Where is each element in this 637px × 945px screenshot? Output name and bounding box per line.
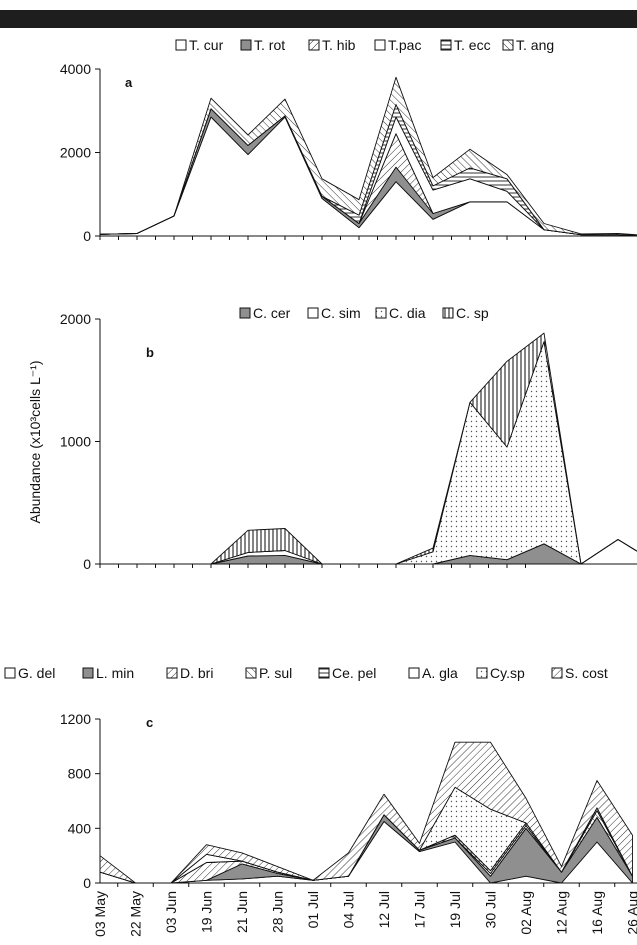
legend-swatch-t-rot — [240, 39, 252, 51]
y-axis-label: Abundance (x10³cells L⁻¹) — [27, 360, 43, 523]
legend-b: C. cer C. sim C. dia C. sp — [239, 305, 489, 321]
legend-swatch-g-del — [4, 667, 16, 679]
x-tick-label-c: 16 Aug — [589, 891, 605, 935]
y-tick-label-c: 400 — [68, 820, 92, 836]
legend-swatch-d-bri — [166, 667, 178, 679]
legend-label-t-ecc: T. ecc — [454, 37, 491, 53]
x-tick-label-c: 17 Jul — [412, 891, 428, 928]
legend-label-c-dia: C. dia — [389, 305, 426, 321]
x-tick-label-c: 12 Jul — [376, 891, 392, 928]
legend-swatch-t-pac — [374, 39, 386, 51]
legend-label-l-min: L. min — [96, 665, 134, 681]
legend-label-c-sim: C. sim — [321, 305, 361, 321]
panel-c: G. del L. min D. bri P. sul Ce. pel A. gla Cy.… — [4, 665, 637, 937]
panel-b: C. cer C. sim C. dia C. sp 0 1000 2000 b Abun… — [27, 305, 637, 572]
x-tick-label-c: 22 May — [128, 891, 144, 937]
legend-label-t-cur: T. cur — [189, 37, 224, 53]
legend-label-s-cost: S. cost — [565, 665, 608, 681]
y-tick-label-a: 4000 — [60, 61, 91, 77]
axes-b: 0 1000 2000 — [60, 311, 637, 572]
x-tick-label-c: 19 Jun — [199, 891, 215, 933]
x-tick-label-c: 12 Aug — [554, 891, 570, 935]
legend-label-c-sp: C. sp — [456, 305, 489, 321]
legend-label-t-hib: T. hib — [322, 37, 356, 53]
area-c-s-cost — [99, 741, 633, 884]
y-tick-label-c: 800 — [68, 766, 92, 782]
legend-label-c-cer: C. cer — [253, 305, 291, 321]
x-tick-label-c: 03 Jun — [163, 891, 179, 933]
legend-label-d-bri: D. bri — [180, 665, 213, 681]
legend-swatch-c-sp — [442, 307, 454, 319]
area-a-t-ang — [99, 76, 637, 236]
y-tick-label-b: 1000 — [60, 434, 91, 450]
panel-c-label: c — [146, 715, 153, 730]
legend-label-g-del: G. del — [18, 665, 55, 681]
y-tick-label-b: 0 — [83, 556, 91, 572]
areas-c — [99, 741, 633, 884]
x-tick-label-c: 02 Aug — [518, 891, 534, 935]
x-tick-label-c: 03 May — [92, 891, 108, 937]
legend-swatch-c-sim — [307, 307, 319, 319]
legend-label-a-gla: A. gla — [422, 665, 458, 681]
x-tick-label-c: 01 Jul — [305, 891, 321, 928]
legend-swatch-c-cer — [239, 307, 251, 319]
legend-swatch-s-cost — [551, 667, 563, 679]
x-tick-label-c: 26 Aug — [625, 891, 637, 935]
legend-swatch-ce-pel — [318, 667, 330, 679]
legend-a: T. cur T. rot T. hib T.pac T. ecc T. ang — [175, 37, 554, 53]
x-tick-label-c: 19 Jul — [447, 891, 463, 928]
y-tick-label-c: 1200 — [60, 711, 91, 727]
legend-swatch-t-hib — [308, 39, 320, 51]
y-tick-label-a: 2000 — [60, 145, 91, 161]
y-tick-label-a: 0 — [83, 228, 91, 244]
x-tick-label-c: 28 Jun — [270, 891, 286, 933]
x-tick-label-c: 21 Jun — [234, 891, 250, 933]
legend-label-cy-sp: Cy.sp — [490, 665, 525, 681]
areas-b — [99, 332, 637, 565]
area-b-c-dia — [99, 341, 637, 565]
areas-a — [99, 76, 637, 237]
legend-swatch-c-dia — [375, 307, 387, 319]
y-tick-label-b: 2000 — [60, 311, 91, 327]
top-bar — [0, 10, 637, 28]
legend-label-t-pac: T.pac — [388, 37, 421, 53]
x-tick-label-c: 30 Jul — [483, 891, 499, 928]
legend-label-p-sul: P. sul — [259, 665, 292, 681]
legend-c: G. del L. min D. bri P. sul Ce. pel A. gla Cy.… — [4, 665, 608, 681]
x-tick-label-c: 04 Jul — [341, 891, 357, 928]
legend-label-t-ang: T. ang — [516, 37, 554, 53]
legend-label-t-rot: T. rot — [254, 37, 285, 53]
panel-b-label: b — [146, 345, 154, 360]
panel-a-label: a — [125, 75, 133, 90]
legend-swatch-l-min — [82, 667, 94, 679]
y-tick-label-c: 0 — [83, 875, 91, 891]
legend-swatch-t-cur — [175, 39, 187, 51]
legend-swatch-a-gla — [408, 667, 420, 679]
area-b-c-sp — [99, 332, 637, 565]
axes-c: 0 400 800 1200 03 May 22 May 03 Jun 19 Jun 21 Ju… — [60, 711, 637, 937]
legend-swatch-cy-sp — [476, 667, 488, 679]
legend-swatch-t-ang — [502, 39, 514, 51]
legend-swatch-t-ecc — [440, 39, 452, 51]
legend-label-ce-pel: Ce. pel — [332, 665, 376, 681]
panel-a: T. cur T. rot T. hib T.pac T. ecc T. ang 0 200… — [60, 37, 637, 244]
axes-a: 0 2000 4000 — [60, 61, 637, 244]
legend-swatch-p-sul — [245, 667, 257, 679]
